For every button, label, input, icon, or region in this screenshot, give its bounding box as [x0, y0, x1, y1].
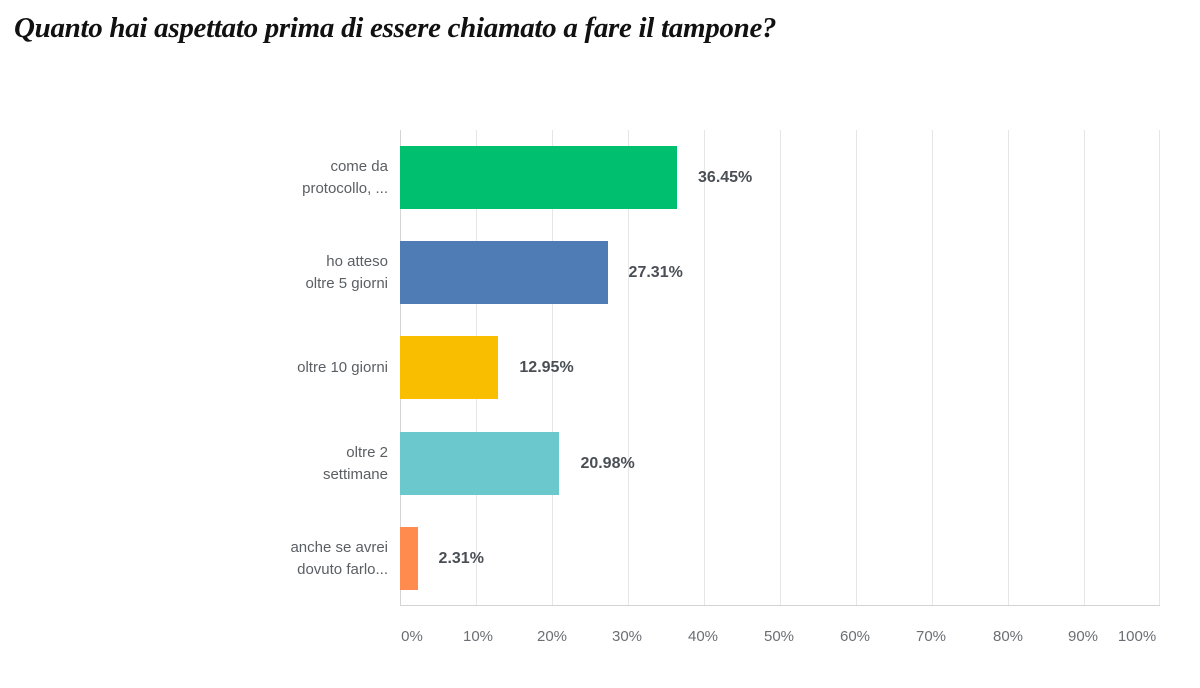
bar-oltre-5-giorni	[400, 241, 608, 304]
value-label: 2.31%	[438, 550, 484, 567]
value-label: 36.45%	[698, 169, 753, 186]
x-tick-label: 90%	[1067, 628, 1099, 645]
category-label-line: oltre 5 giorni	[305, 275, 388, 292]
x-tick-label: 70%	[915, 628, 947, 645]
category-label-line: oltre 2	[346, 444, 388, 461]
category-label-line: dovuto farlo...	[297, 561, 388, 578]
chart-title: Quanto hai aspettato prima di essere chi…	[14, 12, 777, 44]
category-label: oltre 2 settimane	[188, 442, 388, 486]
x-tick-label: 0%	[401, 628, 423, 645]
value-label: 27.31%	[628, 264, 683, 281]
gridline	[780, 130, 781, 606]
x-tick-label: 80%	[992, 628, 1024, 645]
bar-oltre-2-settimane	[400, 432, 560, 495]
plot-area: 36.45% 27.31% 12.95% 20.98% 2.31%	[400, 130, 1160, 606]
bar-anche-se-avrei	[400, 527, 418, 590]
gridline	[856, 130, 857, 606]
category-label-line: oltre 10 giorni	[297, 359, 388, 376]
category-label: anche se avrei dovuto farlo...	[188, 537, 388, 581]
category-label-line: come da	[330, 158, 388, 175]
gridline	[704, 130, 705, 606]
x-tick-label: 30%	[611, 628, 643, 645]
bar-come-da-protocollo	[400, 146, 678, 209]
x-tick-label: 60%	[839, 628, 871, 645]
value-label: 12.95%	[519, 359, 574, 376]
x-tick-label: 100%	[1117, 628, 1157, 645]
category-label-line: settimane	[322, 466, 388, 483]
value-label: 20.98%	[580, 455, 635, 472]
category-label: ho atteso oltre 5 giorni	[188, 251, 388, 295]
gridline	[1159, 130, 1160, 606]
gridline	[932, 130, 933, 606]
x-tick-label: 50%	[763, 628, 795, 645]
gridline	[628, 130, 629, 606]
category-label-line: anche se avrei	[290, 539, 388, 556]
gridline	[552, 130, 553, 606]
gridline	[1084, 130, 1085, 606]
category-label-line: ho atteso	[326, 253, 388, 270]
x-axis-line	[400, 605, 1160, 606]
category-label-line: protocollo, ...	[302, 180, 388, 197]
gridline	[1008, 130, 1009, 606]
category-label: come da protocollo, ...	[188, 156, 388, 200]
x-tick-label: 40%	[687, 628, 719, 645]
x-tick-label: 10%	[462, 628, 494, 645]
category-label: oltre 10 giorni	[188, 357, 388, 379]
bar-oltre-10-giorni	[400, 336, 499, 399]
x-tick-label: 20%	[536, 628, 568, 645]
